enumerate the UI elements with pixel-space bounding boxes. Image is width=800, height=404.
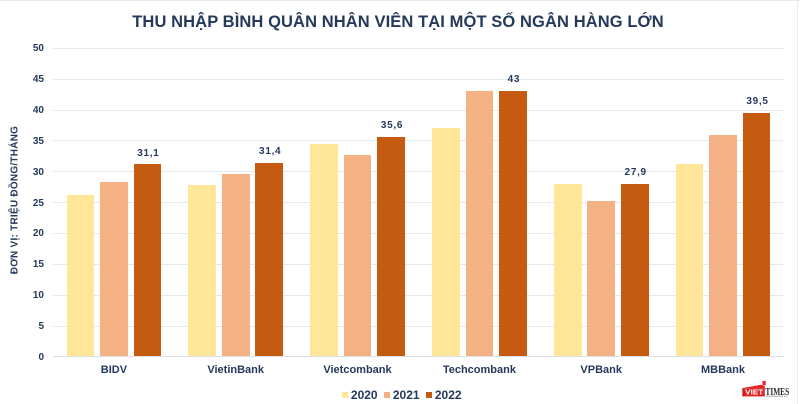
svg-text:VIET: VIET (745, 388, 763, 397)
svg-text:TIMES: TIMES (765, 387, 789, 398)
